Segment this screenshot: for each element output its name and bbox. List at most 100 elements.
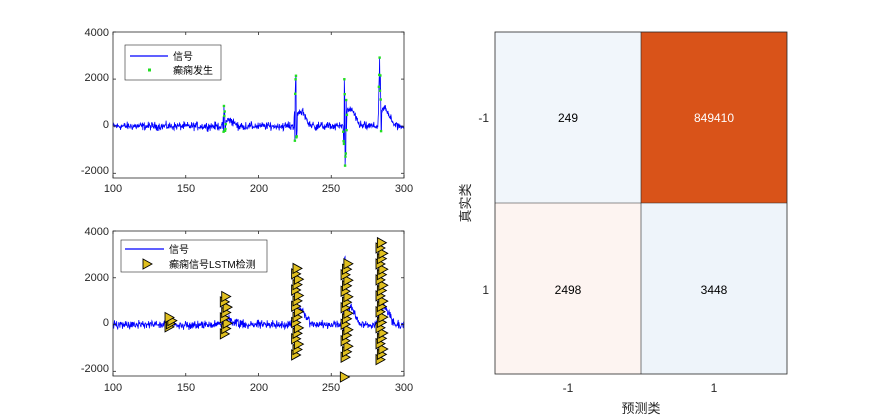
row-label: -1 <box>478 111 489 125</box>
detection-marker <box>343 324 354 336</box>
cell-value: 3448 <box>701 283 728 297</box>
x-axis-title: 预测类 <box>621 402 660 417</box>
x-tick-label: 250 <box>322 183 340 195</box>
seizure-marker <box>344 152 347 155</box>
x-tick-label: 300 <box>395 183 413 195</box>
cell-pos-pos <box>641 203 787 374</box>
x-tick-label: 200 <box>250 183 268 195</box>
seizure-marker <box>343 78 346 81</box>
legend-marker-swatch <box>148 68 151 72</box>
column-label: 1 <box>711 381 718 395</box>
cell-value: 2498 <box>555 283 582 297</box>
signal-line <box>112 255 405 357</box>
seizure-marker <box>294 78 297 81</box>
detection-marker <box>378 343 389 355</box>
y-tick-label: 2000 <box>85 272 109 284</box>
seizure-marker <box>378 56 381 59</box>
detection-marker <box>164 311 175 324</box>
detection-marker <box>378 263 389 276</box>
seizure-marker <box>224 122 227 126</box>
detection-marker <box>293 322 305 334</box>
seizure-marker <box>224 127 227 131</box>
detection-marker <box>293 273 305 286</box>
seizure-marker <box>222 130 225 133</box>
detection-marker <box>343 274 354 287</box>
detection-marker <box>221 290 232 303</box>
detection-marker <box>222 317 234 329</box>
matrix-border <box>494 31 788 375</box>
seizure-marker <box>379 74 382 77</box>
x-tick-label: 100 <box>104 382 122 394</box>
detection-marker <box>343 257 354 270</box>
detection-marker <box>293 289 305 302</box>
cell-neg-pos <box>641 32 787 203</box>
lstm-detection-plot: 4000 2000 0 -2000 100 150 200 250 300 信号… <box>81 226 413 394</box>
detection-marker <box>293 305 305 318</box>
y-tick-label: 4000 <box>85 27 109 39</box>
detection-marker <box>292 262 303 275</box>
seizure-marker <box>344 98 348 102</box>
cell-pos-neg <box>495 203 641 374</box>
column-label: -1 <box>563 381 574 395</box>
legend: 信号 癫痫发生 <box>124 44 222 81</box>
x-tick-label: 250 <box>322 382 340 394</box>
seizure-marker <box>342 139 345 143</box>
confusion-matrix: 249 849410 2498 3448 -1 1 -1 1 预测类 真实类 <box>459 31 788 417</box>
seizure-markers <box>222 56 383 167</box>
signal-line <box>112 57 405 166</box>
seizure-marker <box>223 114 226 118</box>
tick-marks <box>112 230 405 376</box>
seizure-marker <box>293 139 297 142</box>
x-tick-label: 300 <box>395 382 413 394</box>
y-tick-label: 0 <box>103 119 109 131</box>
plot-data-area <box>112 255 405 357</box>
seizure-marker <box>343 164 347 167</box>
cell-neg-neg <box>495 32 641 203</box>
detection-marker <box>376 236 388 249</box>
seizure-marker <box>223 110 226 113</box>
y-tick-label: 4000 <box>85 226 109 238</box>
seizure-marker <box>379 98 382 101</box>
seizure-marker <box>379 129 383 133</box>
seizure-marker <box>345 128 348 132</box>
x-tick-label: 150 <box>177 183 195 195</box>
raw-signal-plot: 4000 2000 0 -2000 100 150 200 250 300 信号… <box>81 27 413 195</box>
plot-data-area <box>112 56 405 167</box>
detection-marker <box>378 311 389 323</box>
legend-label-signal: 信号 <box>173 51 193 63</box>
detection-marker <box>378 247 389 260</box>
seizure-marker <box>345 113 349 117</box>
legend-label-seizure: 癫痫发生 <box>173 64 213 77</box>
legend-label-signal: 信号 <box>169 244 189 256</box>
detection-marker <box>339 371 351 383</box>
legend-triangle-swatch <box>142 258 153 270</box>
row-label: 1 <box>482 283 489 297</box>
detection-marker <box>378 279 389 291</box>
seizure-marker <box>343 92 346 96</box>
seizure-marker <box>295 135 298 138</box>
seizure-marker <box>377 85 381 89</box>
y-tick-label: -2000 <box>81 165 109 177</box>
detection-markers <box>164 236 389 383</box>
cell-value: 849410 <box>694 111 734 125</box>
cell-value: 249 <box>558 111 578 125</box>
seizure-marker <box>342 142 346 146</box>
detection-marker <box>378 327 389 339</box>
seizure-marker <box>344 155 347 158</box>
detection-marker <box>222 301 234 313</box>
x-tick-label: 150 <box>177 382 195 394</box>
seizure-marker <box>294 92 297 95</box>
y-tick-label: 0 <box>103 317 109 329</box>
detection-marker <box>343 307 354 320</box>
y-axis-title: 真实类 <box>459 183 474 222</box>
seizure-marker <box>222 104 226 108</box>
seizure-marker <box>342 130 345 133</box>
y-tick-label: -2000 <box>81 363 109 375</box>
detection-marker <box>293 338 305 350</box>
legend: 信号 癫痫信号LSTM检测 <box>120 239 268 273</box>
x-tick-label: 100 <box>104 183 122 195</box>
detection-marker <box>343 340 354 353</box>
legend-label-detection: 癫痫信号LSTM检测 <box>169 258 256 271</box>
x-tick-label: 200 <box>250 382 268 394</box>
